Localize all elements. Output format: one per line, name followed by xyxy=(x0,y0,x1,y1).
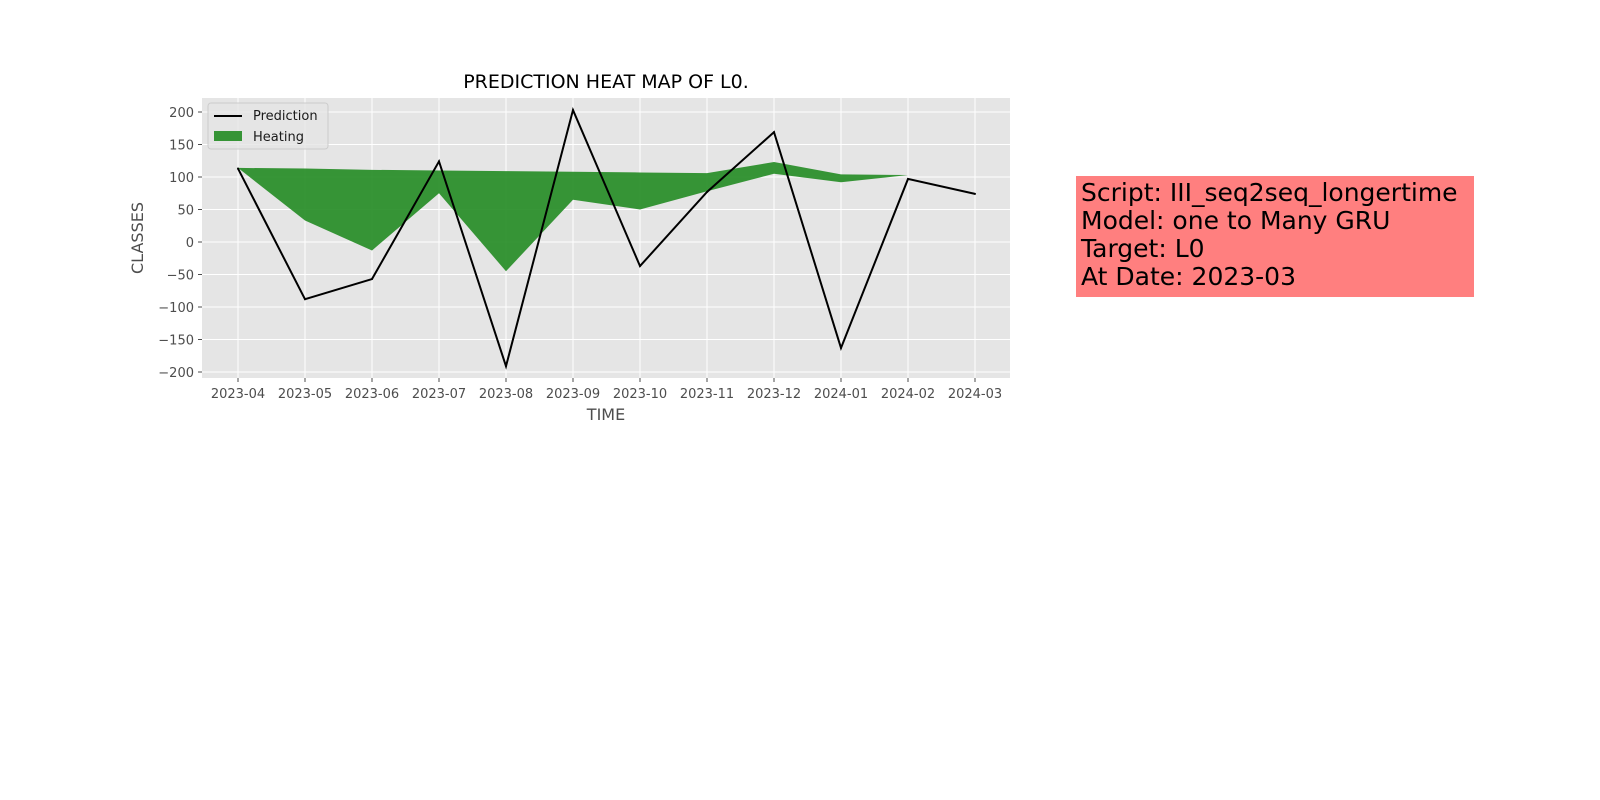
x-tick-label: 2023-12 xyxy=(747,387,801,402)
prediction-point xyxy=(572,109,574,112)
legend-heating-swatch xyxy=(214,131,242,141)
info-model-line: Model: one to Many GRU xyxy=(1081,206,1391,235)
info-date-line: At Date: 2023-03 xyxy=(1081,262,1296,291)
y-tick-label: 150 xyxy=(169,139,194,154)
info-box: Script: III_seq2seq_longertime Model: on… xyxy=(1076,176,1474,297)
prediction-line-layer xyxy=(237,106,976,370)
info-target-line: Target: L0 xyxy=(1081,234,1205,263)
prediction-point xyxy=(773,131,775,134)
x-tick-label: 2023-10 xyxy=(613,387,667,402)
prediction-point xyxy=(706,190,708,193)
prediction-point xyxy=(974,192,976,195)
y-tick-label: 100 xyxy=(169,171,194,186)
x-tick-label: 2024-02 xyxy=(881,387,935,402)
y-tick-label: 50 xyxy=(177,204,194,219)
prediction-point xyxy=(304,298,306,301)
y-axis-label: CLASSES xyxy=(128,202,147,274)
x-tick-label: 2024-03 xyxy=(948,387,1002,402)
prediction-point xyxy=(371,278,373,281)
y-tick-label: −150 xyxy=(158,334,194,349)
x-tick-label: 2023-09 xyxy=(546,387,600,402)
info-script-line: Script: III_seq2seq_longertime xyxy=(1081,178,1458,207)
x-axis-label: TIME xyxy=(586,405,625,424)
x-tick-label: 2023-11 xyxy=(680,387,734,402)
y-tick-label: 200 xyxy=(169,106,194,121)
x-tick-label: 2023-08 xyxy=(479,387,533,402)
legend: Prediction Heating xyxy=(207,102,329,150)
prediction-point xyxy=(438,160,440,163)
x-tick-label: 2024-01 xyxy=(814,387,868,402)
prediction-point xyxy=(505,365,507,368)
y-tick-label: −100 xyxy=(158,301,194,316)
prediction-point xyxy=(840,346,842,349)
x-tick-label: 2023-05 xyxy=(278,387,332,402)
prediction-line xyxy=(237,106,976,370)
chart-title: PREDICTION HEAT MAP OF L0. xyxy=(463,71,749,93)
tick-labels: 2023-04 2023-05 2023-06 2023-07 2023-08 2023-… xyxy=(158,106,1002,402)
prediction-point xyxy=(237,167,239,170)
legend-heating-label: Heating xyxy=(253,130,304,145)
y-tick-label: 0 xyxy=(186,236,194,251)
y-tick-label: −200 xyxy=(158,366,194,381)
x-tick-label: 2023-06 xyxy=(345,387,399,402)
x-tick-label: 2023-07 xyxy=(412,387,466,402)
y-tick-label: −50 xyxy=(167,269,194,284)
prediction-point xyxy=(639,265,641,268)
legend-prediction-label: Prediction xyxy=(253,109,318,124)
x-tick-label: 2023-04 xyxy=(211,387,265,402)
prediction-point xyxy=(907,177,909,180)
